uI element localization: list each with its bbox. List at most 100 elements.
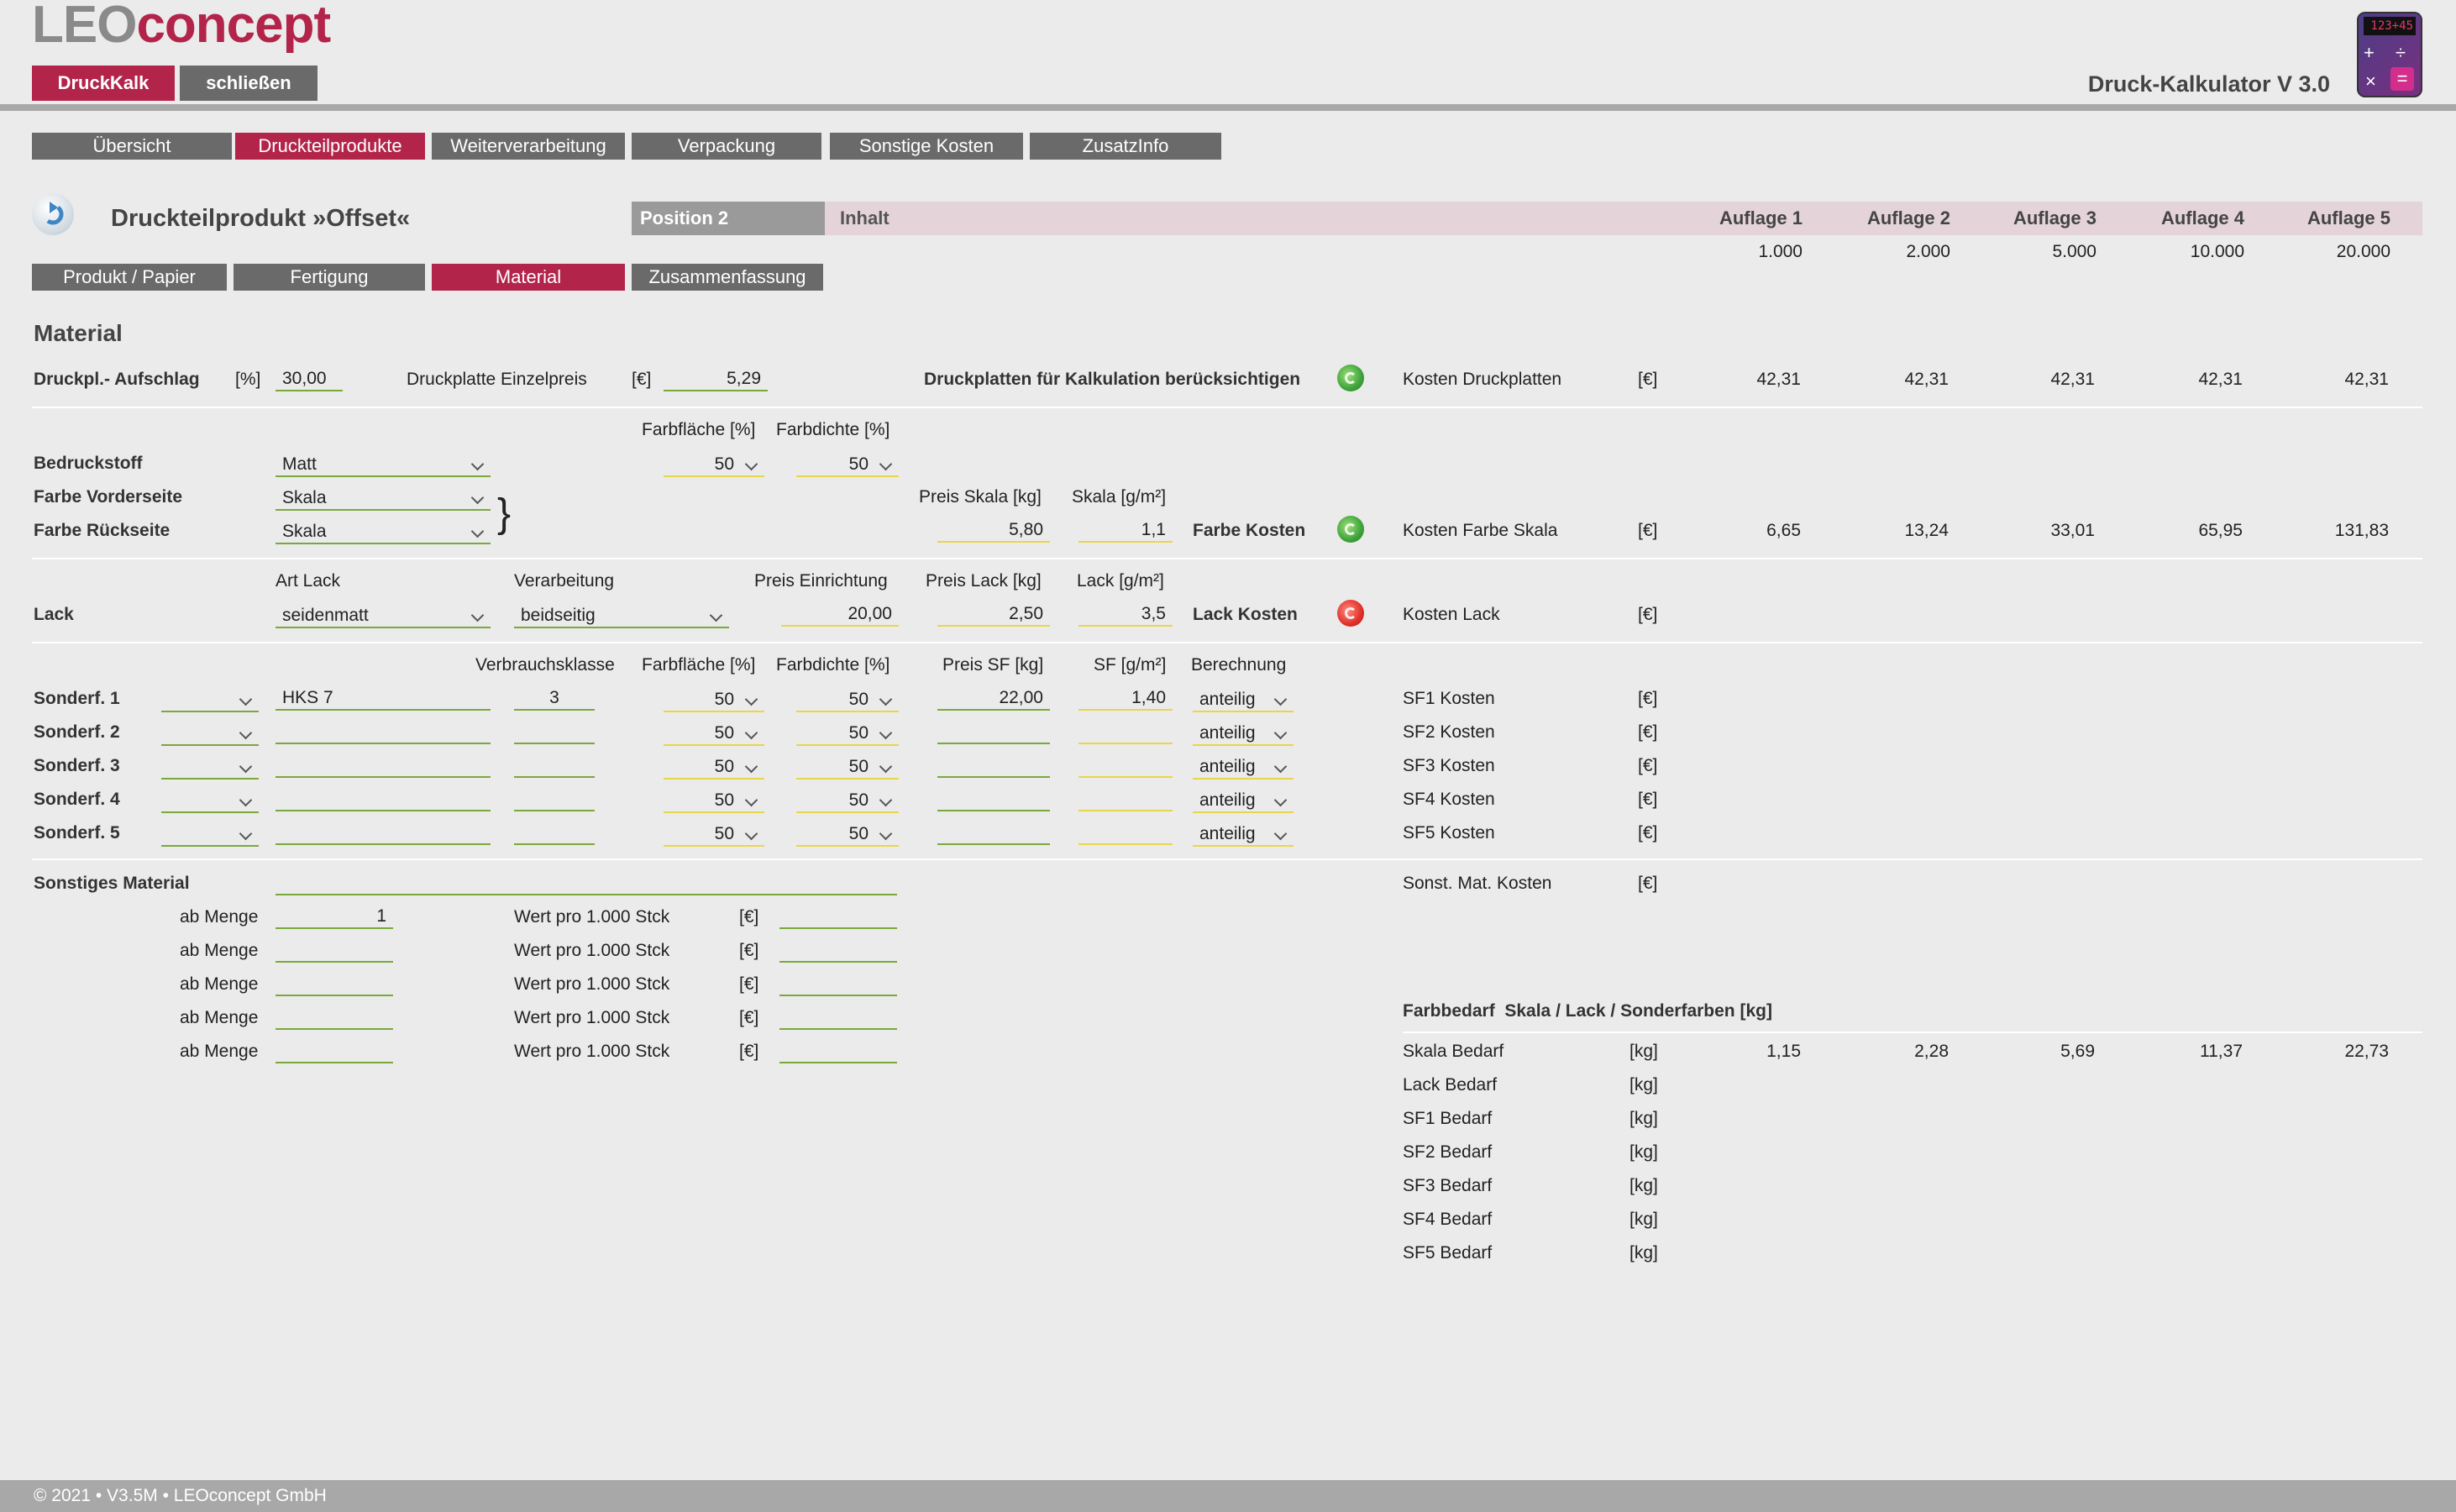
sf-farbdichte-header: Farbdichte [%] [776, 655, 890, 675]
sf-gm2-input[interactable] [1078, 719, 1173, 744]
sf-gm2-input[interactable]: 1,40 [1078, 685, 1173, 711]
wert-pro-input[interactable] [779, 1038, 897, 1063]
chevron-down-icon [239, 759, 253, 774]
verbrauchsklasse-input[interactable] [514, 719, 595, 744]
logo-leo: LEO [32, 0, 137, 54]
sf-farbflaeche-select[interactable]: 50 [664, 788, 764, 813]
tab-druckteilprodukte[interactable]: Druckteilprodukte [235, 133, 425, 160]
berechnung-select[interactable]: anteilig [1193, 687, 1294, 712]
sf-farbdichte-select[interactable]: 50 [796, 822, 899, 847]
sf-kosten-unit: [€] [1638, 790, 1658, 809]
wert-pro-input[interactable] [779, 937, 897, 963]
verbrauchsklasse-input[interactable] [514, 786, 595, 811]
lack-gm2-input[interactable]: 3,5 [1078, 601, 1173, 627]
ab-menge-label: ab Menge [180, 907, 259, 927]
tab-uebersicht[interactable]: Übersicht [32, 133, 232, 160]
wert-pro-unit: [€] [739, 907, 759, 927]
verbrauchsklasse-input[interactable] [514, 820, 595, 845]
sonderfarbe-type-select[interactable] [161, 754, 259, 780]
tab-weiterverarbeitung[interactable]: Weiterverarbeitung [432, 133, 625, 160]
ab-menge-input[interactable] [276, 937, 393, 963]
sonderfarbe-type-select[interactable] [161, 721, 259, 746]
kosten-farbe-3: 33,01 [2050, 521, 2095, 540]
bedruckstoff-select[interactable]: Matt [276, 452, 491, 477]
art-lack-select[interactable]: seidenmatt [276, 603, 491, 628]
sf-farbdichte-value: 50 [848, 757, 869, 776]
aufschlag-input[interactable]: 30,00 [276, 366, 343, 391]
subtab-material[interactable]: Material [432, 264, 625, 291]
farbe-kosten-toggle-icon[interactable] [1337, 516, 1364, 543]
sonstiges-material-label: Sonstiges Material [34, 874, 190, 893]
preis-skala-input[interactable]: 5,80 [937, 517, 1050, 543]
druckkalk-button[interactable]: DruckKalk [32, 66, 175, 101]
sf-farbflaeche-select[interactable]: 50 [664, 721, 764, 746]
sonderfarbe-type-select[interactable] [161, 788, 259, 813]
wert-pro-input[interactable] [779, 1005, 897, 1030]
wert-pro-unit: [€] [739, 1042, 759, 1061]
ab-menge-input[interactable] [276, 1005, 393, 1030]
sf-farbflaeche-select[interactable]: 50 [664, 822, 764, 847]
sf-farbflaeche-select[interactable]: 50 [664, 754, 764, 780]
einzelpreis-input[interactable]: 5,29 [664, 366, 768, 391]
sonderfarbe-name-input[interactable]: HKS 7 [276, 685, 491, 711]
kosten-farbe-2: 13,24 [1904, 521, 1949, 540]
sf-gm2-input[interactable] [1078, 820, 1173, 845]
sf-gm2-input[interactable] [1078, 753, 1173, 778]
verarbeitung-select[interactable]: beidseitig [514, 603, 729, 628]
ab-menge-input[interactable] [276, 971, 393, 996]
ab-menge-label: ab Menge [180, 1008, 259, 1027]
back-icon[interactable] [32, 193, 74, 235]
preis-einrichtung-input[interactable]: 20,00 [781, 601, 899, 627]
preis-sf-input[interactable] [937, 786, 1050, 811]
sf-farbdichte-select[interactable]: 50 [796, 721, 899, 746]
preis-sf-input[interactable] [937, 753, 1050, 778]
tab-zusatzinfo[interactable]: ZusatzInfo [1030, 133, 1221, 160]
lack-kosten-toggle-icon[interactable] [1337, 600, 1364, 627]
chevron-down-icon [239, 692, 253, 706]
subtab-fertigung[interactable]: Fertigung [234, 264, 425, 291]
farbflaeche-select[interactable]: 50 [664, 452, 764, 477]
kosten-farbe-skala-label: Kosten Farbe Skala [1403, 521, 1558, 540]
wert-pro-input[interactable] [779, 904, 897, 929]
berechnung-select[interactable]: anteilig [1193, 788, 1294, 813]
inhalt-bar: Inhalt [825, 202, 2422, 235]
sonderfarbe-name-input[interactable] [276, 820, 491, 845]
sonstiges-material-input[interactable] [276, 870, 897, 895]
sonderfarbe-name-input[interactable] [276, 786, 491, 811]
wert-pro-input[interactable] [779, 971, 897, 996]
sonderfarbe-type-select[interactable] [161, 687, 259, 712]
berechnung-select[interactable]: anteilig [1193, 721, 1294, 746]
sonderfarbe-type-select[interactable] [161, 822, 259, 847]
preis-sf-input[interactable]: 22,00 [937, 685, 1050, 711]
schliessen-button[interactable]: schließen [180, 66, 317, 101]
sf-gm2-input[interactable] [1078, 786, 1173, 811]
skala-bedarf-3: 5,69 [2060, 1042, 2095, 1061]
skala-gm2-value: 1,1 [1141, 520, 1166, 539]
verbrauchsklasse-input[interactable]: 3 [514, 685, 595, 711]
preis-sf-input[interactable] [937, 719, 1050, 744]
preis-sf-input[interactable] [937, 820, 1050, 845]
ab-menge-input[interactable] [276, 1038, 393, 1063]
sf4-bedarf-unit: [kg] [1629, 1210, 1658, 1229]
sf-farbdichte-select[interactable]: 50 [796, 788, 899, 813]
sf-farbdichte-select[interactable]: 50 [796, 687, 899, 712]
sonderfarbe-name-input[interactable] [276, 719, 491, 744]
farbdichte-select[interactable]: 50 [796, 452, 899, 477]
berechnung-select[interactable]: anteilig [1193, 754, 1294, 780]
sonderfarbe-name-input[interactable] [276, 753, 491, 778]
berechnung-select[interactable]: anteilig [1193, 822, 1294, 847]
verbrauchsklasse-input[interactable] [514, 753, 595, 778]
farbe-vorderseite-select[interactable]: Skala [276, 486, 491, 511]
preis-lack-input[interactable]: 2,50 [937, 601, 1050, 627]
sf-farbflaeche-select[interactable]: 50 [664, 687, 764, 712]
subtab-produkt-papier[interactable]: Produkt / Papier [32, 264, 227, 291]
calculator-icon[interactable]: 123+45 + ÷ × = [2357, 12, 2422, 97]
tab-verpackung[interactable]: Verpackung [632, 133, 821, 160]
tab-sonstige-kosten[interactable]: Sonstige Kosten [830, 133, 1023, 160]
subtab-zusammenfassung[interactable]: Zusammenfassung [632, 264, 823, 291]
farbe-rueckseite-select[interactable]: Skala [276, 519, 491, 544]
skala-gm2-input[interactable]: 1,1 [1078, 517, 1173, 543]
druckplatten-toggle-icon[interactable] [1337, 365, 1364, 391]
sf-farbdichte-select[interactable]: 50 [796, 754, 899, 780]
ab-menge-input[interactable]: 1 [276, 904, 393, 929]
